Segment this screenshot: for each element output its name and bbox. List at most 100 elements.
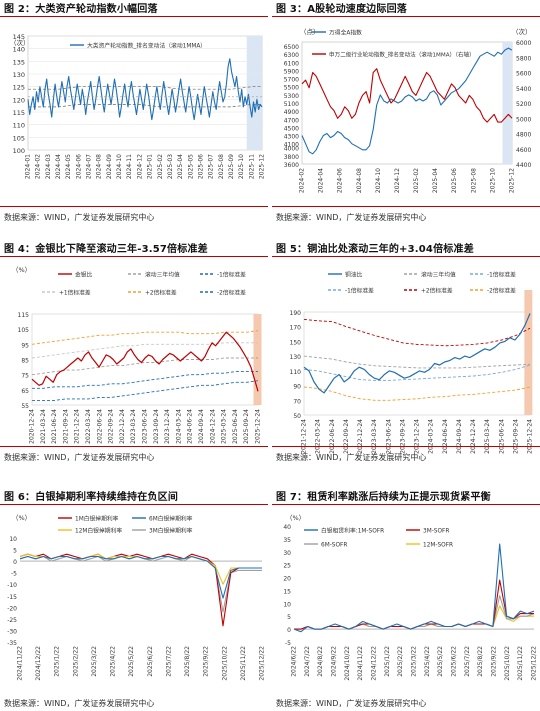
x-tick-label: 2025-09-24: [512, 419, 519, 454]
y-tick-label: 110: [13, 122, 25, 130]
x-tick-label: 2024-03-24: [428, 419, 435, 454]
x-tick-label: 2024-03-24: [175, 409, 182, 444]
y-tick-label: 4500: [284, 125, 299, 132]
plot-area: [31, 313, 259, 406]
x-tick-label: 2024-08: [96, 154, 103, 179]
y-tick-label: 10: [283, 601, 291, 608]
x-tick-label: 2023-06-24: [142, 409, 149, 444]
chart-figure-2: 100 105 110 115 120 125 130 135 140 145（次） 大类资产轮动指…: [10, 33, 266, 179]
y-tick-label: -35: [7, 640, 17, 647]
x-tick-label: 2021-06-24: [51, 409, 58, 444]
bottom-rule: [0, 206, 268, 207]
x-tick-label: 2024-02: [35, 154, 42, 179]
legend-label: 12M白银掉期利率: [75, 527, 122, 535]
x-tick-label: 2024-01: [25, 154, 32, 179]
unit-label-right: （次）: [512, 27, 532, 36]
unit-label: （%）: [286, 514, 305, 522]
x-tick-label: 2025-03-24: [221, 409, 228, 444]
y-tick-label: 5: [287, 614, 291, 621]
x-tick-label: 2020-12-24: [29, 409, 36, 444]
x-tick-label: 2023-09-24: [153, 409, 160, 444]
x-tick-label: 2025-08: [470, 168, 477, 193]
legend-label: 滚动三年均值: [421, 271, 456, 279]
y-tick-label: 5600: [516, 71, 531, 78]
legend-label: 1M白银掉期利率: [75, 515, 119, 523]
x-tick-label: 2024/11/22: [17, 646, 24, 681]
x-tick-label: 2022-09-24: [343, 419, 350, 454]
source-note: 数据来源：WIND，广发证券发展研究中心: [276, 453, 427, 462]
y-tick-label: 115: [18, 312, 30, 319]
figure-4-panel: 图 4：金银比下降至滚动三年-3.57倍标准差 55 65 75 85 95 105 115…: [0, 240, 268, 472]
y-tick-label: 130: [13, 71, 25, 79]
y-tick-label: 50: [293, 413, 301, 420]
x-tick-label: 2024-09-24: [456, 419, 463, 454]
x-tick-label: 2025/3/22: [91, 646, 98, 677]
chart-figure-4: 55 65 75 85 95 105 115 （%） 金银比 滚动三年均值 -1倍标准差 +1倍标准差…: [12, 266, 262, 444]
x-tick-label: 2025/7/22: [165, 646, 172, 677]
y-tick-label: 5300: [284, 93, 299, 100]
plot-area: [301, 41, 513, 165]
x-tick-label: 2024-05: [65, 154, 72, 179]
y-tick-label: 6300: [284, 52, 299, 59]
x-tick-label: 2024-10: [375, 168, 382, 193]
x-tick-label: 2025-02: [157, 154, 164, 179]
figure-title: 图 4：金银比下降至滚动三年-3.57倍标准差: [4, 244, 208, 255]
x-tick-label: 2025/8/22: [184, 646, 191, 677]
y-tick-label: -20: [7, 605, 17, 612]
x-tick-label: 2024/10/22: [344, 646, 351, 681]
figure-3-panel: 图 3：A股轮动速度边际回落 3600 3800 4000 4100 4300 4500 4…: [272, 0, 540, 232]
y-tick-label: 130: [290, 354, 302, 361]
source-note: 数据来源：WIND，广发证券发展研究中心: [276, 699, 427, 708]
legend-label: -2倍标准差: [487, 287, 516, 295]
legend-label: -1倍标准差: [217, 271, 246, 279]
y-tick-label: 145: [13, 33, 25, 41]
y-tick-label: 4800: [516, 132, 531, 139]
figure-6-panel: 图 6：白银掉期利率持续维持在负区间 10 5 0 -5 -10 -15 -20 -25 -30…: [0, 488, 268, 711]
series-line: [303, 313, 531, 394]
y-tick-label: 5400: [516, 86, 531, 93]
legend-label: 12M-SOFR: [423, 543, 453, 549]
x-tick-label: 2022-03-24: [85, 409, 92, 444]
figure-2-panel: 图 2：大类资产轮动指数小幅回落 100 105 110 115 120 125 130 13…: [0, 0, 268, 232]
source-note: 数据来源：WIND，广发证券发展研究中心: [4, 453, 155, 462]
y-tick-label: 25: [283, 563, 291, 570]
x-tick-label: 2025-12: [259, 154, 266, 179]
x-tick-label: 2024-02: [299, 168, 306, 193]
title-rule: [0, 16, 268, 17]
y-tick-label: 6000: [516, 40, 531, 47]
x-tick-label: 2025-04: [432, 168, 439, 193]
y-tick-label: 4600: [516, 147, 531, 154]
x-tick-label: 2025/10/22: [221, 646, 228, 681]
series-line-right: [301, 68, 513, 123]
x-tick-label: 2025-03-24: [484, 419, 491, 454]
y-tick-label: 170: [290, 325, 302, 332]
y-tick-label: 85: [21, 358, 29, 365]
y-tick-label: -15: [7, 594, 17, 601]
x-tick-label: 2024-12-24: [209, 409, 216, 444]
band-line: [303, 318, 531, 347]
bottom-rule: [0, 446, 268, 447]
x-tick-label: 2024-12: [136, 154, 143, 179]
x-tick-label: 2024/8/22: [317, 646, 324, 677]
x-tick-label: 2023-03-24: [371, 419, 378, 454]
y-tick-label: 4100: [284, 142, 299, 149]
legend-label: 白银租赁利率:1M-SOFR: [321, 527, 384, 535]
y-tick-label: 6500: [284, 44, 299, 51]
x-tick-label: 2021-12-24: [74, 409, 81, 444]
x-tick-label: 2024-07: [86, 154, 93, 179]
x-tick-label: 2025/9/22: [203, 646, 210, 677]
y-tick-label: 65: [21, 388, 29, 395]
legend-label: 滚动三年均值: [145, 271, 180, 279]
y-tick-label: 4000: [284, 146, 299, 153]
y-tick-label: 100: [13, 147, 25, 155]
x-tick-label: 2025/11/22: [240, 646, 247, 681]
y-tick-label: 90: [293, 384, 301, 391]
legend-label: 6M白银掉期利率: [149, 515, 193, 523]
legend-label: 3M白银掉期利率: [149, 527, 193, 535]
y-tick-label: 20: [283, 576, 291, 583]
unit-label: （次）: [10, 38, 30, 47]
unit-label: （%）: [12, 514, 31, 522]
x-tick-label: 2025-04: [177, 154, 184, 179]
figure-5-panel: 图 5：铜油比处滚动三年的+3.04倍标准差 50 70 90 110 130 150 17…: [272, 240, 540, 472]
y-tick-label: 30: [283, 550, 291, 557]
